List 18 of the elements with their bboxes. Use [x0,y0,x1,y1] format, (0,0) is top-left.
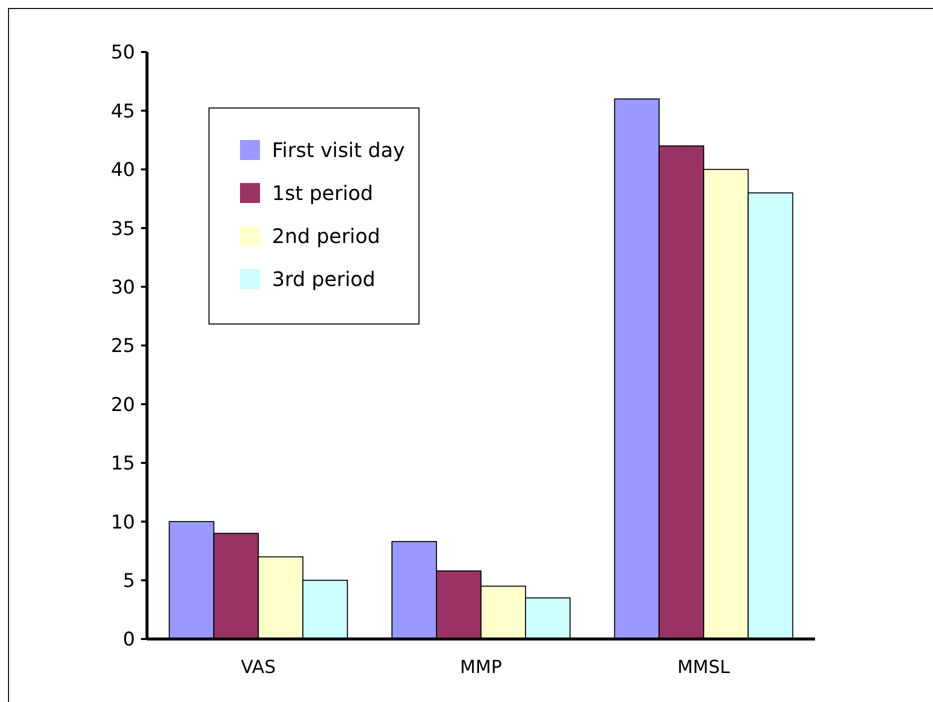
y-tick-label: 40 [110,159,135,182]
y-tick-label: 45 [110,100,135,122]
legend-label: 1st period [272,181,374,205]
y-tick-label: 0 [122,628,135,651]
y-tick-label: 10 [110,511,135,534]
y-tick-label: 5 [122,570,135,592]
legend-label: First visit day [272,138,405,162]
y-tick-label: 25 [110,335,135,358]
y-tick-label: 15 [110,452,135,475]
y-tick-label: 20 [110,394,135,416]
y-tick-label: 35 [110,218,135,240]
x-tick-label: VAS [240,657,276,678]
legend-label: 2nd period [272,224,380,248]
legend-label: 3rd period [272,267,376,291]
x-tick-label: MMP [460,657,502,678]
y-tick-label: 30 [110,276,135,298]
y-tick-label: 50 [110,42,135,64]
x-tick-label: MMSL [677,657,730,678]
